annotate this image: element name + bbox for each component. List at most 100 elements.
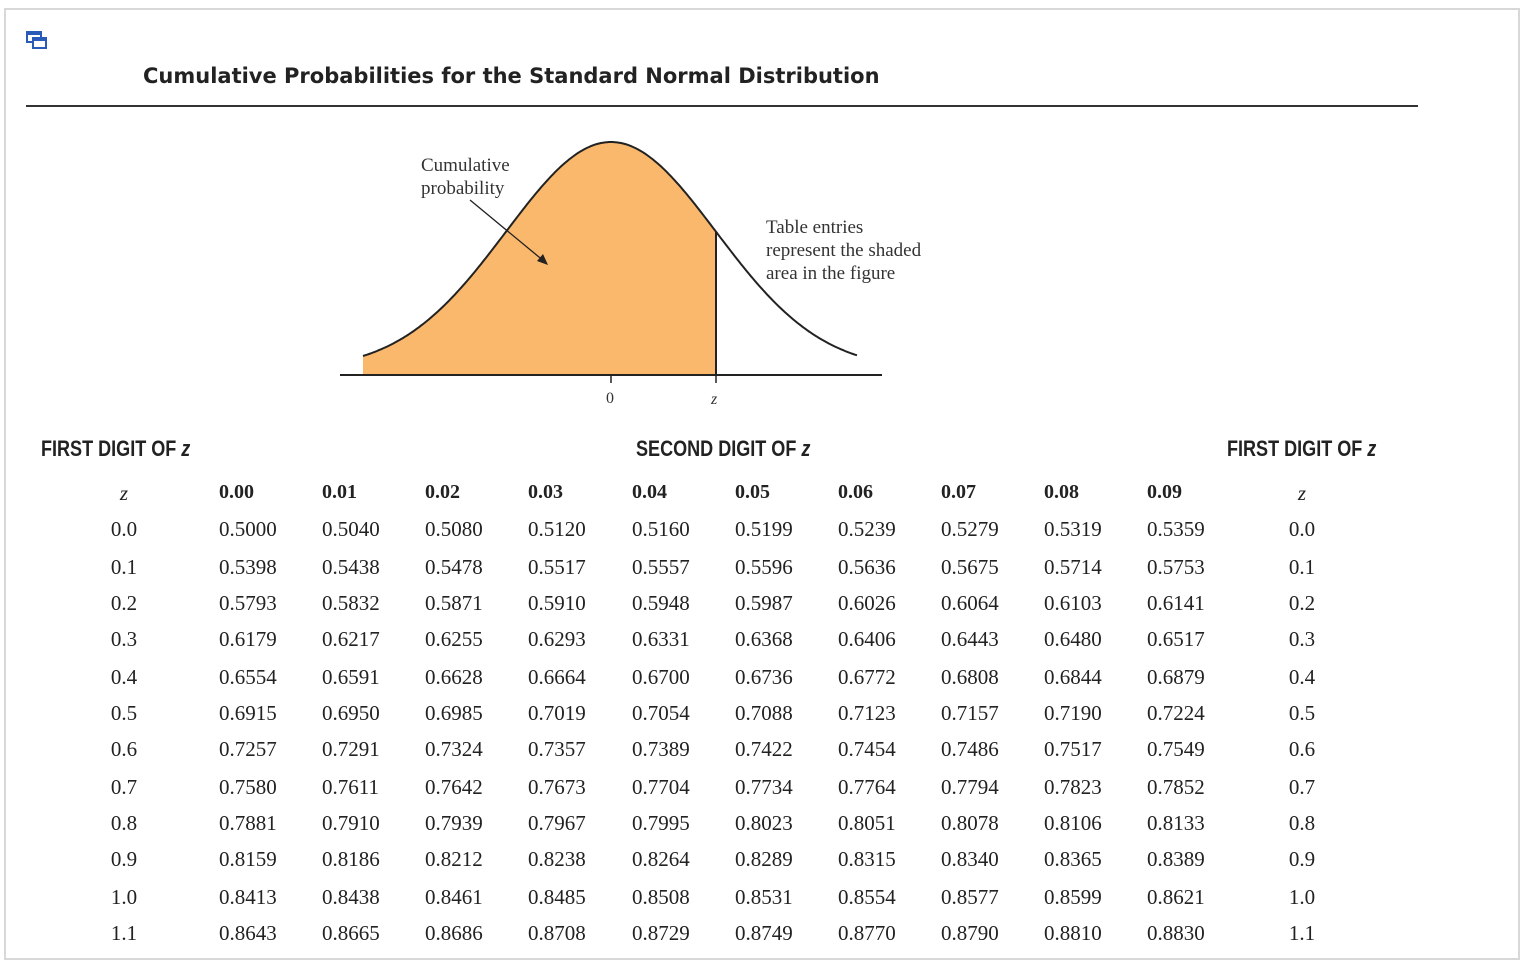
table-cell: 0.8708 xyxy=(528,921,586,945)
table-cell: 0.7642 xyxy=(425,775,483,799)
table-cell: 0.7324 xyxy=(425,737,483,761)
row-z-left: 0.3 xyxy=(110,627,138,651)
table-cell: 0.6406 xyxy=(838,627,896,651)
table-cell: 0.8106 xyxy=(1044,811,1102,835)
row-z-right: 0.5 xyxy=(1288,701,1316,725)
table-cell: 0.7224 xyxy=(1147,701,1205,725)
table-cell: 0.6591 xyxy=(322,665,380,689)
table-cell: 0.5319 xyxy=(1044,517,1102,541)
table-cell: 0.8413 xyxy=(219,885,277,909)
row-z-right: 0.0 xyxy=(1288,517,1316,541)
table-cell: 0.8665 xyxy=(322,921,380,945)
row-z-right: 0.3 xyxy=(1288,627,1316,651)
table-cell: 0.5120 xyxy=(528,517,586,541)
table-cell: 0.8051 xyxy=(838,811,896,835)
table-cell: 0.5948 xyxy=(632,591,690,615)
table-cell: 0.6844 xyxy=(1044,665,1102,689)
table-cell: 0.7910 xyxy=(322,811,380,835)
bell-curve xyxy=(362,141,858,357)
table-cell: 0.6700 xyxy=(632,665,690,689)
table-cell: 0.8078 xyxy=(941,811,999,835)
table-cell: 0.7881 xyxy=(219,811,277,835)
pointer-arrow-head xyxy=(537,254,548,265)
row-z-left: 1.1 xyxy=(110,921,138,945)
table-cell: 0.6664 xyxy=(528,665,586,689)
table-cell: 0.5279 xyxy=(941,517,999,541)
row-z-right: 0.6 xyxy=(1288,737,1316,761)
table-cell: 0.8531 xyxy=(735,885,793,909)
table-cell: 0.8315 xyxy=(838,847,896,871)
table-cell: 0.7852 xyxy=(1147,775,1205,799)
table-cell: 0.7611 xyxy=(322,775,379,799)
table-cell: 0.8599 xyxy=(1044,885,1102,909)
cumulative-probability-label: Cumulative probability xyxy=(421,155,510,199)
table-cell: 0.5987 xyxy=(735,591,793,615)
table-cell: 0.6736 xyxy=(735,665,793,689)
row-z-right: 1.1 xyxy=(1288,921,1316,945)
table-cell: 0.7967 xyxy=(528,811,586,835)
table-cell: 0.5478 xyxy=(425,555,483,579)
table-cell: 0.7486 xyxy=(941,737,999,761)
table-cell: 0.8264 xyxy=(632,847,690,871)
pointer-arrow-line xyxy=(469,199,546,263)
table-cell: 0.5438 xyxy=(322,555,380,579)
table-cell: 0.8749 xyxy=(735,921,793,945)
table-cell: 0.6255 xyxy=(425,627,483,651)
table-cell: 0.8554 xyxy=(838,885,896,909)
row-z-left: 1.0 xyxy=(110,885,138,909)
table-cell: 0.7054 xyxy=(632,701,690,725)
popout-icon[interactable] xyxy=(26,30,48,50)
table-cell: 0.7157 xyxy=(941,701,999,725)
column-header: 0.02 xyxy=(425,481,460,503)
table-cell: 0.5714 xyxy=(1044,555,1102,579)
table-cell: 0.5675 xyxy=(941,555,999,579)
table-cell: 0.7939 xyxy=(425,811,483,835)
table-cell: 0.7995 xyxy=(632,811,690,835)
column-header: 0.01 xyxy=(322,481,357,503)
table-cell: 0.6628 xyxy=(425,665,483,689)
table-cell: 0.5596 xyxy=(735,555,793,579)
table-cell: 0.5871 xyxy=(425,591,483,615)
column-header: 0.07 xyxy=(941,481,976,503)
table-cell: 0.8438 xyxy=(322,885,380,909)
table-cell: 0.8770 xyxy=(838,921,896,945)
row-z-left: 0.2 xyxy=(110,591,138,615)
row-z-left: 0.7 xyxy=(110,775,138,799)
row-z-right: 1.0 xyxy=(1288,885,1316,909)
column-header: 0.04 xyxy=(632,481,667,503)
table-cell: 0.7019 xyxy=(528,701,586,725)
table-cell: 0.8289 xyxy=(735,847,793,871)
first-digit-caption-left: FIRST DIGIT OF z xyxy=(41,436,191,461)
table-cell: 0.6985 xyxy=(425,701,483,725)
table-cell: 0.6368 xyxy=(735,627,793,651)
second-digit-caption: SECOND DIGIT OF z xyxy=(636,436,811,461)
table-cell: 0.6480 xyxy=(1044,627,1102,651)
row-z-right: 0.2 xyxy=(1288,591,1316,615)
first-digit-caption-right: FIRST DIGIT OF z xyxy=(1227,436,1377,461)
table-cell: 0.6179 xyxy=(219,627,277,651)
row-z-left: 0.6 xyxy=(110,737,138,761)
table-cell: 0.5832 xyxy=(322,591,380,615)
row-z-right: 0.8 xyxy=(1288,811,1316,835)
row-z-left: 0.1 xyxy=(110,555,138,579)
table-cell: 0.7704 xyxy=(632,775,690,799)
table-entries-note: Table entries represent the shaded area … xyxy=(766,217,922,284)
row-z-left: 0.0 xyxy=(110,517,138,541)
column-header: 0.08 xyxy=(1044,481,1079,503)
column-header: 0.00 xyxy=(219,481,254,503)
table-cell: 0.6772 xyxy=(838,665,896,689)
table-cell: 0.5160 xyxy=(632,517,690,541)
column-header: 0.05 xyxy=(735,481,770,503)
table-cell: 0.6064 xyxy=(941,591,999,615)
axis-zero-label: 0 xyxy=(606,390,614,407)
table-cell: 0.7454 xyxy=(838,737,896,761)
table-cell: 0.7549 xyxy=(1147,737,1205,761)
table-cell: 0.7794 xyxy=(941,775,999,799)
table-cell: 0.6141 xyxy=(1147,591,1205,615)
table-cell: 0.8508 xyxy=(632,885,690,909)
title-divider xyxy=(26,105,1418,107)
table-cell: 0.6915 xyxy=(219,701,277,725)
row-z-right: 0.7 xyxy=(1288,775,1316,799)
table-cell: 0.7389 xyxy=(632,737,690,761)
